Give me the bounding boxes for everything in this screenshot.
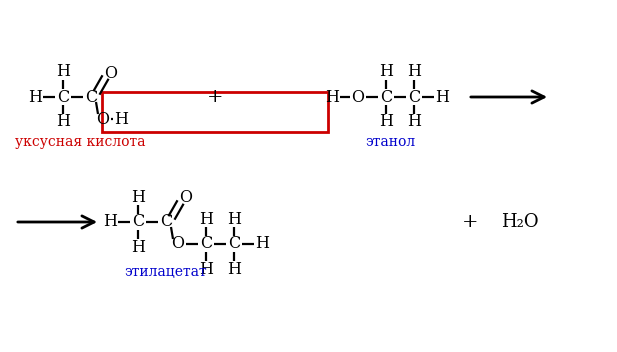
Text: H: H [28, 88, 42, 106]
Text: C: C [228, 235, 240, 252]
Text: +: + [207, 88, 223, 106]
Text: O: O [104, 64, 117, 82]
Text: этилацетат: этилацетат [125, 265, 207, 279]
Text: C: C [408, 88, 420, 106]
Text: H: H [131, 239, 145, 256]
Text: H: H [199, 210, 213, 227]
Text: C: C [160, 214, 172, 231]
Text: H: H [227, 210, 241, 227]
Text: H: H [114, 111, 128, 127]
Text: H: H [199, 260, 213, 277]
Text: C: C [200, 235, 212, 252]
Text: H: H [379, 113, 393, 131]
Text: H: H [227, 260, 241, 277]
Text: H: H [56, 113, 70, 131]
Bar [102, 92, 328, 132]
Text: C: C [380, 88, 392, 106]
Text: C: C [57, 88, 69, 106]
Text: H₂O: H₂O [501, 213, 539, 231]
Text: H: H [379, 63, 393, 81]
Text: H: H [435, 88, 449, 106]
Text: H: H [56, 63, 70, 81]
Text: H: H [255, 235, 269, 252]
Text: O: O [172, 235, 184, 252]
Text: H: H [325, 88, 339, 106]
Text: C: C [85, 88, 97, 106]
Text: этанол: этанол [365, 135, 415, 149]
Text: H: H [407, 113, 421, 131]
Text: C: C [132, 214, 144, 231]
Text: H: H [131, 189, 145, 206]
Text: O: O [352, 88, 365, 106]
Text: H: H [103, 214, 117, 231]
Text: +: + [462, 213, 478, 231]
Text: O: O [180, 189, 193, 207]
Text: H: H [407, 63, 421, 81]
Text: O: O [96, 111, 109, 127]
Text: уксусная кислота: уксусная кислота [15, 135, 145, 149]
